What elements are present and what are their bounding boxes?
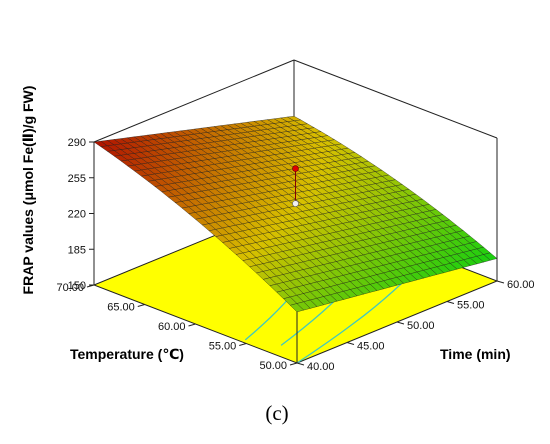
z-tick-label: 185 bbox=[68, 244, 86, 256]
z-tick-label: 220 bbox=[68, 209, 86, 221]
y-axis-label: Temperature (℃) bbox=[70, 346, 184, 362]
time-tick-mark bbox=[296, 362, 305, 366]
temperature-tick-mark bbox=[289, 362, 298, 366]
temperature-tick-mark bbox=[137, 304, 145, 307]
panel-label: (c) bbox=[265, 401, 288, 425]
time-tick-label: 45.00 bbox=[357, 341, 385, 353]
x-axis-label: Time (min) bbox=[440, 346, 511, 362]
time-tick-label: 60.00 bbox=[507, 279, 535, 291]
design-points bbox=[292, 165, 299, 207]
time-axis-ticks: 40.00 45.00 50.00 55.00 60.00 bbox=[296, 279, 535, 373]
temperature-tick-mark bbox=[188, 323, 196, 327]
design-point bbox=[292, 165, 299, 172]
temperature-tick-mark bbox=[239, 343, 247, 346]
frame-edge bbox=[293, 59, 498, 139]
z-axis-label: FRAP values (μmol Fe(Ⅱ)/g FW) bbox=[20, 86, 36, 295]
temperature-axis-ticks: 50.00 55.00 60.00 65.00 70.00 bbox=[56, 282, 298, 372]
temperature-tick-mark bbox=[86, 284, 95, 288]
z-axis-ticks: 150 185 220 255 290 bbox=[68, 137, 94, 292]
z-tick-label: 150 bbox=[68, 280, 86, 292]
time-tick-mark bbox=[396, 321, 405, 325]
time-tick-label: 40.00 bbox=[307, 361, 335, 373]
temperature-tick-label: 70.00 bbox=[56, 282, 84, 294]
temperature-tick-label: 55.00 bbox=[209, 341, 237, 353]
time-tick-mark bbox=[446, 301, 455, 304]
temperature-tick-label: 50.00 bbox=[259, 360, 287, 372]
design-point-projection bbox=[292, 200, 299, 207]
surface-cell bbox=[289, 303, 305, 313]
response-surface bbox=[93, 116, 498, 313]
time-tick-label: 50.00 bbox=[407, 320, 435, 332]
frame-edge bbox=[93, 59, 295, 143]
time-tick-mark bbox=[496, 280, 505, 284]
temperature-tick-label: 65.00 bbox=[107, 302, 135, 314]
temperature-tick-label: 60.00 bbox=[158, 321, 186, 333]
time-tick-mark bbox=[346, 342, 355, 345]
time-tick-label: 55.00 bbox=[457, 300, 485, 312]
z-tick-label: 290 bbox=[68, 137, 86, 149]
z-tick-label: 255 bbox=[68, 173, 86, 185]
